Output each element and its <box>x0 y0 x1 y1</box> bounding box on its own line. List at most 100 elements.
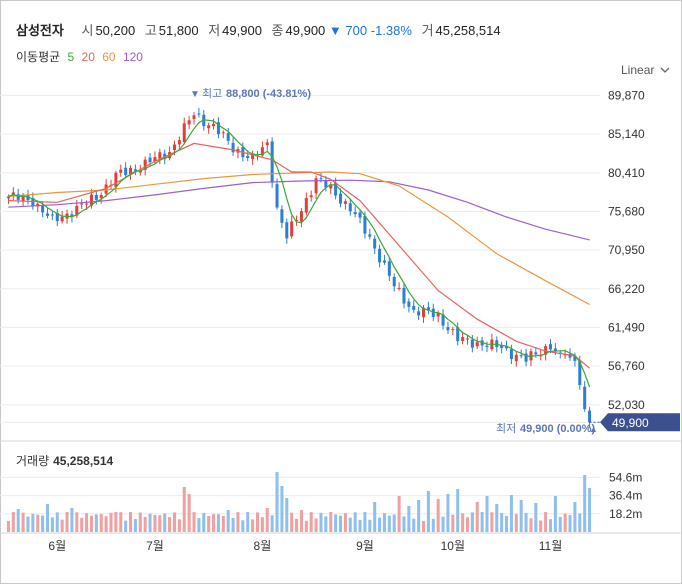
volume-bar <box>26 516 30 532</box>
candle-body <box>509 349 513 360</box>
candle-body <box>177 140 181 145</box>
volume-bar <box>99 514 103 532</box>
volume-bar <box>114 512 118 532</box>
volume-bar <box>143 516 147 532</box>
volume-bar <box>338 515 343 532</box>
low-annotation-marker: ▲ <box>589 424 598 434</box>
candle-body <box>304 198 308 213</box>
low-value: 49,900 <box>222 23 262 38</box>
volume-bar <box>490 512 494 532</box>
candle-body <box>265 142 269 146</box>
volume-bar <box>422 520 426 532</box>
candle-body <box>251 153 255 160</box>
candle-body <box>231 142 235 153</box>
candle-body <box>31 197 35 207</box>
high-annotation-marker: ▼ <box>190 89 200 100</box>
candle-body <box>153 157 157 162</box>
volume-bar <box>534 503 538 532</box>
volume-value: 45,258,514 <box>435 23 501 38</box>
ma5-legend[interactable]: 5 <box>67 50 75 64</box>
volume-bar <box>55 512 59 532</box>
volume-bar <box>319 512 323 532</box>
ma60-legend[interactable]: 60 <box>102 50 116 64</box>
candle-body <box>129 167 133 175</box>
scale-toggle[interactable]: Linear <box>621 63 670 77</box>
high-annotation-value: 88,800 (-43.81%) <box>226 88 311 100</box>
low-annotation-label: 최저 <box>496 422 516 435</box>
candle-body <box>324 180 328 188</box>
volume-bar <box>558 516 562 532</box>
candle-body <box>221 132 225 134</box>
candle-body <box>260 147 264 156</box>
scale-toggle-label: Linear <box>621 63 655 77</box>
volume-bar <box>314 518 318 532</box>
volume-bar <box>36 514 40 532</box>
candle-body <box>573 355 577 361</box>
volume-bar <box>368 519 372 532</box>
volume-bar <box>251 519 255 532</box>
stock-name: 삼성전자 <box>16 23 64 38</box>
volume-bar <box>451 514 455 532</box>
ma20-legend[interactable]: 20 <box>81 50 95 64</box>
volume-bar <box>358 519 362 532</box>
candle-body <box>465 338 469 340</box>
candle-body <box>441 314 445 326</box>
volume-bar <box>456 489 460 532</box>
volume-bar <box>470 512 474 532</box>
volume-bar <box>426 491 430 532</box>
volume-bar <box>124 520 128 532</box>
volume-bar <box>544 512 548 532</box>
candle-body <box>480 340 484 346</box>
volume-bar <box>172 512 176 532</box>
volume-bar <box>480 512 484 532</box>
month-label: 11월 <box>539 539 563 553</box>
volume-bar <box>246 512 250 532</box>
volume-bar <box>387 515 391 532</box>
candle-body <box>280 209 284 223</box>
candle-body <box>80 203 84 205</box>
volume-bar <box>378 517 382 532</box>
candle-body <box>138 170 142 173</box>
volume-bar <box>80 517 84 532</box>
volume-bar <box>485 496 489 532</box>
candle-body <box>392 276 396 287</box>
candle-body <box>133 169 137 171</box>
candle-body <box>387 261 391 276</box>
price-tick-label: 80,410 <box>608 166 645 180</box>
volume-bar <box>21 512 25 532</box>
candle-body <box>207 125 211 129</box>
month-label: 10월 <box>441 539 465 553</box>
volume-label: 거 <box>421 23 434 38</box>
volume-bar <box>348 517 352 532</box>
candle-body <box>172 144 176 151</box>
candle-body <box>353 212 357 215</box>
volume-bar <box>94 514 98 532</box>
volume-bar <box>275 472 279 532</box>
open-value: 50,200 <box>95 23 136 38</box>
ma-legend-title: 이동평균 <box>16 50 61 64</box>
candle-body <box>89 194 93 206</box>
volume-bar <box>514 514 518 532</box>
volume-bar <box>285 498 289 532</box>
candle-body <box>329 184 333 189</box>
candle-body <box>21 195 25 202</box>
change-down-icon: ▼ <box>328 23 342 38</box>
volume-bar <box>343 513 347 532</box>
month-label: 8월 <box>254 539 272 553</box>
ma5-line <box>8 119 591 388</box>
volume-bar <box>260 517 264 532</box>
candle-body <box>212 123 216 127</box>
candle-body <box>544 346 548 355</box>
candle-body <box>431 308 435 318</box>
ma120-legend[interactable]: 120 <box>122 50 143 64</box>
candle-body <box>422 307 426 318</box>
candle-body <box>70 214 74 218</box>
volume-bar <box>85 513 89 532</box>
candle-body <box>505 346 509 349</box>
volume-bar <box>309 512 313 532</box>
current-price-tag <box>600 413 680 432</box>
candle-body <box>246 155 250 158</box>
volume-bar <box>129 512 133 532</box>
candle-body <box>382 260 386 263</box>
